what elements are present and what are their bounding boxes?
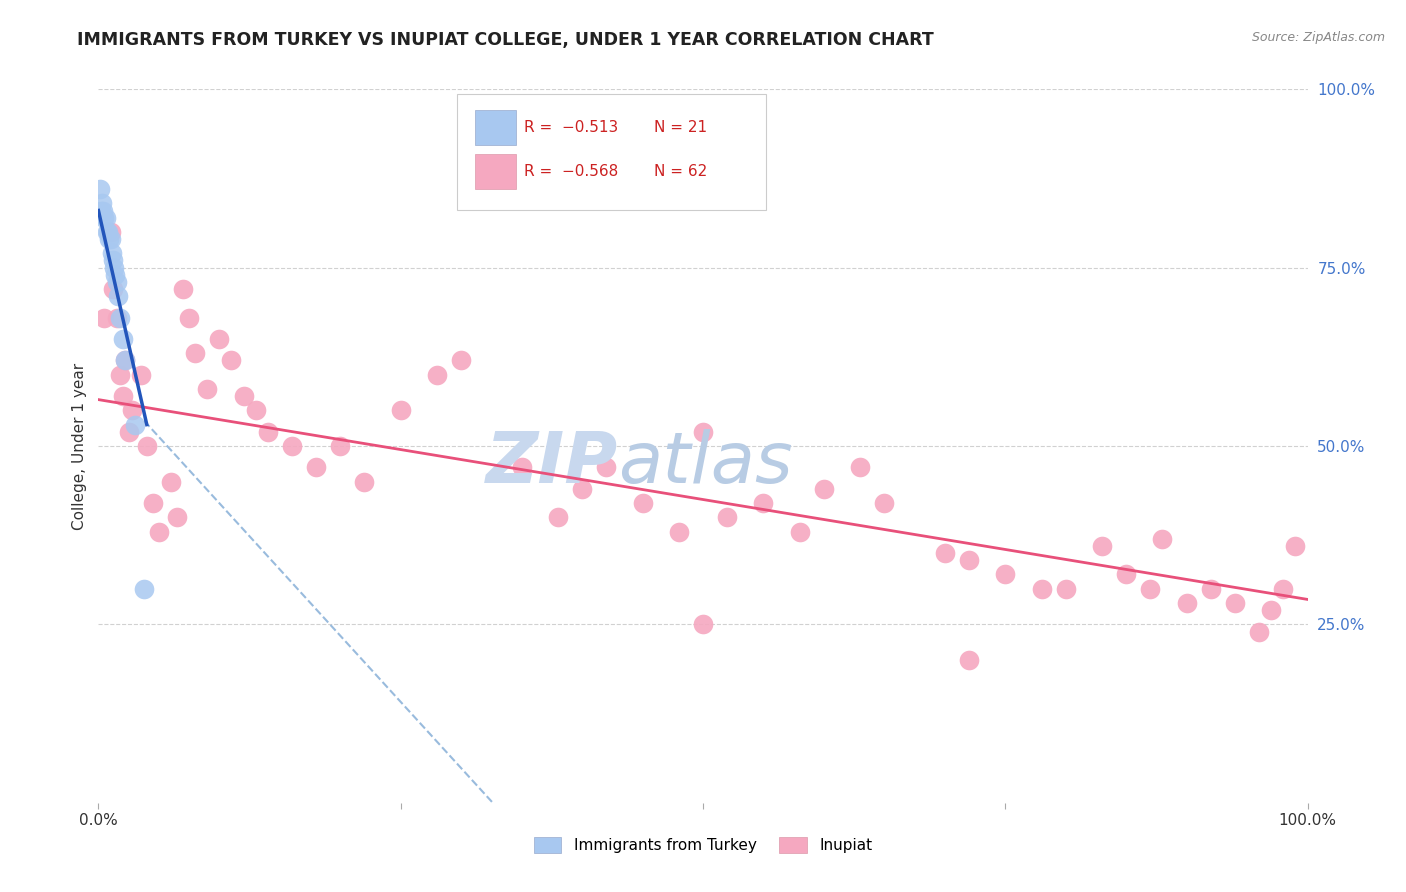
Point — [91, 196, 114, 211]
Point — [1175, 596, 1198, 610]
Point — [108, 310, 131, 325]
Point — [142, 496, 165, 510]
Y-axis label: College, Under 1 year: College, Under 1 year — [72, 362, 87, 530]
Text: N = 21: N = 21 — [654, 120, 707, 135]
Point — [114, 353, 136, 368]
Point — [547, 510, 569, 524]
Point — [426, 368, 449, 382]
Legend: Immigrants from Turkey, Inupiat: Immigrants from Turkey, Inupiat — [527, 831, 879, 859]
Point — [208, 332, 231, 346]
Point — [114, 353, 136, 368]
Point — [160, 475, 183, 489]
Point — [134, 582, 156, 596]
Point — [179, 310, 201, 325]
Point — [1260, 603, 1282, 617]
Point — [1223, 596, 1246, 610]
Point — [1284, 539, 1306, 553]
Text: R =  −0.513: R = −0.513 — [524, 120, 619, 135]
Point — [631, 496, 654, 510]
Point — [124, 417, 146, 432]
Point — [329, 439, 352, 453]
Point — [1115, 567, 1137, 582]
Point — [281, 439, 304, 453]
Point — [105, 310, 128, 325]
Point — [101, 253, 124, 268]
Point — [994, 567, 1017, 582]
Point — [98, 232, 121, 246]
Point — [957, 653, 980, 667]
Text: Source: ZipAtlas.com: Source: ZipAtlas.com — [1251, 31, 1385, 45]
Point — [111, 332, 134, 346]
Point — [90, 203, 112, 218]
Point — [91, 203, 114, 218]
Text: IMMIGRANTS FROM TURKEY VS INUPIAT COLLEGE, UNDER 1 YEAR CORRELATION CHART: IMMIGRANTS FROM TURKEY VS INUPIAT COLLEG… — [77, 31, 934, 49]
Point — [450, 353, 472, 368]
Point — [129, 368, 152, 382]
Point — [93, 211, 115, 225]
Text: R =  −0.568: R = −0.568 — [524, 164, 619, 178]
Point — [692, 617, 714, 632]
Point — [1152, 532, 1174, 546]
Point — [1091, 539, 1114, 553]
Point — [89, 182, 111, 196]
Text: atlas: atlas — [619, 429, 793, 499]
Point — [716, 510, 738, 524]
Point — [103, 260, 125, 275]
Point — [1054, 582, 1077, 596]
Point — [96, 225, 118, 239]
Point — [232, 389, 254, 403]
Point — [668, 524, 690, 539]
Point — [93, 310, 115, 325]
Point — [305, 460, 328, 475]
Point — [172, 282, 194, 296]
Point — [100, 246, 122, 260]
Point — [849, 460, 872, 475]
Point — [108, 368, 131, 382]
Point — [195, 382, 218, 396]
Point — [100, 232, 122, 246]
Point — [595, 460, 617, 475]
Text: ZIP: ZIP — [486, 429, 619, 499]
Point — [105, 275, 128, 289]
Point — [94, 211, 117, 225]
Point — [148, 524, 170, 539]
Point — [97, 225, 120, 239]
Point — [118, 425, 141, 439]
Point — [1249, 624, 1271, 639]
Point — [1031, 582, 1053, 596]
Point — [389, 403, 412, 417]
Point — [934, 546, 956, 560]
Point — [166, 510, 188, 524]
Point — [873, 496, 896, 510]
Point — [221, 353, 243, 368]
Point — [1139, 582, 1161, 596]
Point — [184, 346, 207, 360]
Point — [135, 439, 157, 453]
Point — [107, 289, 129, 303]
Point — [571, 482, 593, 496]
Point — [957, 553, 980, 567]
Point — [104, 268, 127, 282]
Point — [813, 482, 835, 496]
Point — [256, 425, 278, 439]
Point — [692, 425, 714, 439]
Point — [101, 282, 124, 296]
Point — [1199, 582, 1222, 596]
Point — [245, 403, 267, 417]
Point — [353, 475, 375, 489]
Point — [752, 496, 775, 510]
Point — [789, 524, 811, 539]
Point — [111, 389, 134, 403]
Point — [121, 403, 143, 417]
Point — [1272, 582, 1295, 596]
Point — [510, 460, 533, 475]
Point — [100, 225, 122, 239]
Text: N = 62: N = 62 — [654, 164, 707, 178]
